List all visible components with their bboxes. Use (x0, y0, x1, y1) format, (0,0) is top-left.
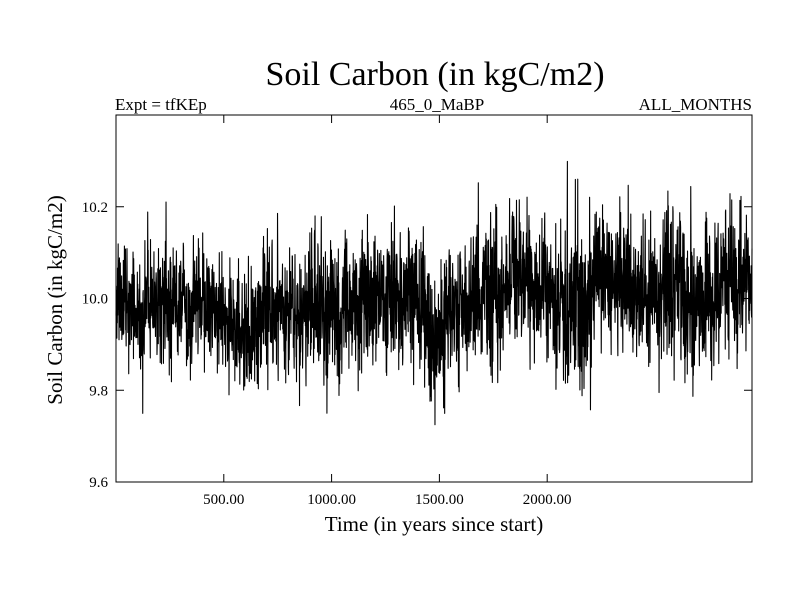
x-tick-label: 500.00 (203, 492, 244, 508)
data-layer (115, 160, 753, 426)
chart-title: Soil Carbon (in kgC/m2) (265, 56, 604, 93)
x-tick-label: 2000.00 (523, 492, 572, 508)
x-tick-label: 1500.00 (415, 492, 464, 508)
x-axis-label: Time (in years since start) (325, 512, 544, 536)
x-tick-label: 1000.00 (307, 492, 356, 508)
y-tick-label: 9.6 (89, 475, 108, 491)
y-axis-label: Soil Carbon (in kgC/m2) (43, 195, 67, 404)
y-tick-label: 10.0 (82, 292, 108, 308)
months-label: ALL_MONTHS (639, 95, 752, 114)
plot-frame (115, 114, 753, 483)
expt-label: Expt = tfKEp (115, 95, 207, 114)
period-label: 465_0_MaBP (390, 95, 484, 114)
y-tick-label: 9.8 (89, 383, 108, 399)
y-tick-label: 10.2 (82, 200, 108, 216)
soil-carbon-series-line (115, 160, 753, 426)
